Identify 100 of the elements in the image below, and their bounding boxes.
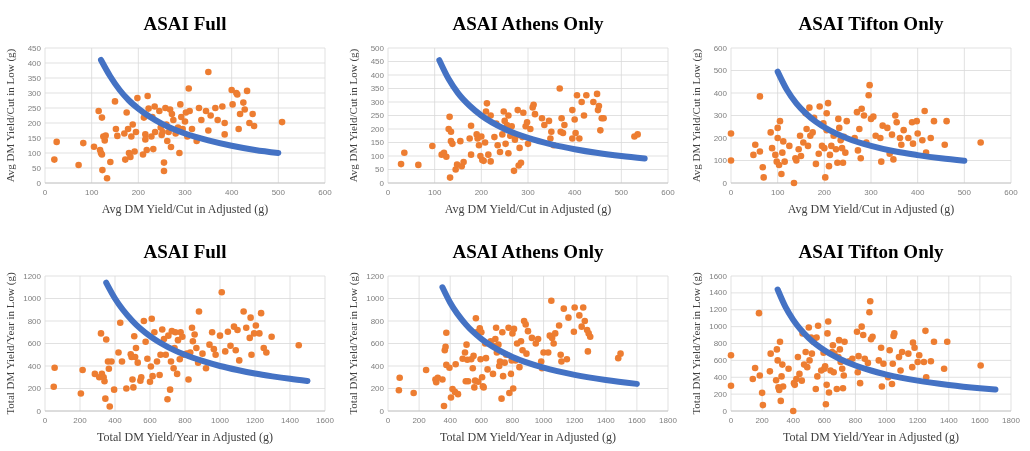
chart-title: ASAI Athens Only [452,241,604,262]
x-tick-label: 1600 [627,416,647,425]
y-tick-label: 300 [27,88,42,98]
x-tick-label: 400 [224,188,239,197]
x-tick-label: 800 [848,416,863,425]
y-tick-label: 350 [370,84,385,94]
x-tick-label: 1600 [970,416,990,425]
x-tick-label: 1000 [211,416,230,425]
x-tick-label: 400 [567,188,582,197]
x-tick-label: 500 [614,188,629,197]
x-axis-title: Avg DM Yield/Cut in Adjusted (g) [101,202,269,216]
x-tick-label: 600 [1004,188,1019,197]
y-tick-label: 0 [722,178,728,188]
y-tick-label: 0 [36,406,42,416]
chart-title: ASAI Tifton Only [798,241,945,262]
chart-title: ASAI Full [143,13,227,34]
y-tick-label: 600 [27,339,42,349]
x-tick-label: 0 [728,188,734,197]
y-tick-label: 600 [713,355,728,365]
x-tick-label: 400 [108,416,123,425]
y-tick-label: 1000 [709,322,728,332]
x-axis-title: Avg DM Yield/Cut in Adjusted (g) [444,202,612,216]
y-tick-label: 0 [722,406,728,416]
x-tick-label: 200 [73,416,88,425]
y-tick-label: 200 [713,133,728,143]
y-axis-title: Avg DM Yield/Cut in Low (g) [690,48,703,183]
y-tick-label: 450 [27,43,42,53]
y-tick-label: 1200 [23,271,42,281]
x-tick-label: 100 [84,188,99,197]
y-tick-label: 200 [370,384,385,394]
y-tick-label: 300 [370,97,385,107]
y-tick-label: 1600 [709,271,728,281]
x-tick-label: 800 [505,416,520,425]
y-tick-label: 1200 [709,305,728,315]
x-axis-title: Total DM Yield/Year in Adjusted (g) [783,430,959,444]
x-tick-label: 1600 [316,416,335,425]
y-tick-label: 100 [27,148,42,158]
x-tick-label: 200 [755,416,770,425]
y-tick-label: 0 [379,178,385,188]
y-axis-title: Total DM Yield/Year in Low (g) [4,272,17,415]
y-tick-label: 400 [370,70,385,80]
y-axis-title: Avg DM Yield/Cut in Low (g) [347,48,360,183]
y-tick-label: 0 [36,178,42,188]
y-tick-label: 400 [713,372,728,382]
x-tick-label: 600 [474,416,489,425]
y-tick-label: 400 [27,361,42,371]
x-tick-label: 1400 [596,416,616,425]
x-tick-label: 0 [728,416,734,425]
y-axis-title: Avg DM Yield/Cut in Low (g) [4,48,17,183]
y-tick-label: 150 [370,138,385,148]
x-tick-label: 600 [817,416,832,425]
y-tick-label: 1000 [23,294,42,304]
x-tick-label: 1000 [877,416,896,425]
y-tick-label: 600 [713,43,728,53]
y-tick-label: 50 [375,165,385,175]
y-tick-label: 800 [713,339,728,349]
chart-title: ASAI Full [143,241,227,262]
y-tick-label: 400 [370,361,385,371]
x-tick-label: 300 [864,188,879,197]
x-tick-label: 0 [42,188,48,197]
y-tick-label: 1200 [366,271,385,281]
x-tick-label: 1400 [939,416,959,425]
x-tick-label: 1200 [565,416,585,425]
x-tick-label: 400 [786,416,801,425]
x-axis-title: Total DM Yield/Year in Adjusted (g) [440,430,616,444]
x-tick-label: 0 [42,416,48,425]
x-tick-label: 500 [271,188,286,197]
x-tick-label: 300 [178,188,193,197]
y-tick-label: 250 [370,111,385,121]
x-tick-label: 0 [385,416,391,425]
y-tick-label: 200 [370,124,385,134]
x-tick-label: 1800 [659,416,678,425]
x-tick-label: 1400 [281,416,300,425]
y-tick-label: 250 [27,103,42,113]
y-tick-label: 400 [713,88,728,98]
y-tick-label: 200 [27,118,42,128]
y-axis-title: Total DM Yield/Year in Low (g) [690,272,703,415]
y-tick-label: 400 [27,58,42,68]
y-tick-label: 800 [27,316,42,326]
x-tick-label: 200 [817,188,832,197]
chart-title: ASAI Athens Only [452,13,604,34]
y-tick-label: 1000 [366,294,385,304]
x-tick-label: 400 [443,416,458,425]
x-tick-label: 100 [427,188,442,197]
y-tick-label: 300 [713,111,728,121]
x-tick-label: 400 [910,188,925,197]
x-tick-label: 600 [661,188,676,197]
y-tick-label: 500 [370,43,385,53]
y-tick-label: 450 [370,57,385,67]
y-tick-label: 1400 [709,288,728,298]
x-tick-label: 1000 [534,416,553,425]
y-tick-label: 600 [370,339,385,349]
y-axis-title: Total DM Yield/Year in Low (g) [347,272,360,415]
x-tick-label: 200 [131,188,146,197]
y-tick-label: 200 [713,389,728,399]
y-tick-label: 50 [32,163,42,173]
chart-title: ASAI Tifton Only [798,13,945,34]
y-tick-label: 100 [713,156,728,166]
x-tick-label: 800 [178,416,193,425]
y-tick-label: 200 [27,384,42,394]
